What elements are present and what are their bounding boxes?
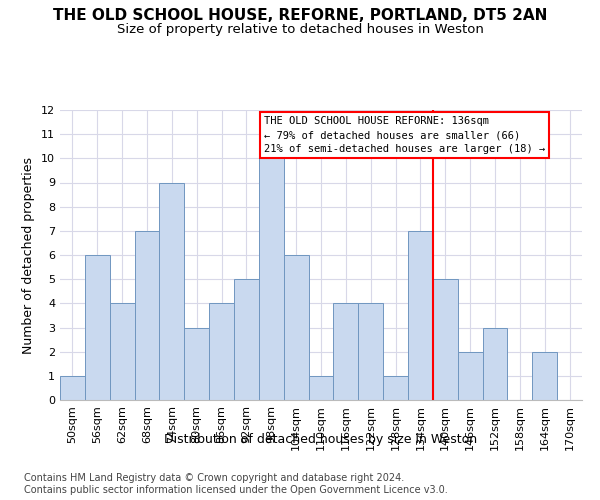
Bar bbox=[234, 279, 259, 400]
Bar bbox=[408, 231, 433, 400]
Bar bbox=[85, 255, 110, 400]
Bar bbox=[110, 304, 134, 400]
Bar bbox=[209, 304, 234, 400]
Text: Contains HM Land Registry data © Crown copyright and database right 2024.
Contai: Contains HM Land Registry data © Crown c… bbox=[24, 474, 448, 495]
Bar bbox=[433, 279, 458, 400]
Bar bbox=[334, 304, 358, 400]
Bar bbox=[358, 304, 383, 400]
Text: THE OLD SCHOOL HOUSE REFORNE: 136sqm
← 79% of detached houses are smaller (66)
2: THE OLD SCHOOL HOUSE REFORNE: 136sqm ← 7… bbox=[264, 116, 545, 154]
Bar bbox=[308, 376, 334, 400]
Bar bbox=[482, 328, 508, 400]
Bar bbox=[458, 352, 482, 400]
Bar bbox=[60, 376, 85, 400]
Bar bbox=[184, 328, 209, 400]
Bar bbox=[160, 182, 184, 400]
Y-axis label: Number of detached properties: Number of detached properties bbox=[22, 156, 35, 354]
Text: THE OLD SCHOOL HOUSE, REFORNE, PORTLAND, DT5 2AN: THE OLD SCHOOL HOUSE, REFORNE, PORTLAND,… bbox=[53, 8, 547, 22]
Text: Distribution of detached houses by size in Weston: Distribution of detached houses by size … bbox=[164, 432, 478, 446]
Bar bbox=[532, 352, 557, 400]
Bar bbox=[134, 231, 160, 400]
Bar bbox=[284, 255, 308, 400]
Bar bbox=[383, 376, 408, 400]
Bar bbox=[259, 158, 284, 400]
Text: Size of property relative to detached houses in Weston: Size of property relative to detached ho… bbox=[116, 22, 484, 36]
